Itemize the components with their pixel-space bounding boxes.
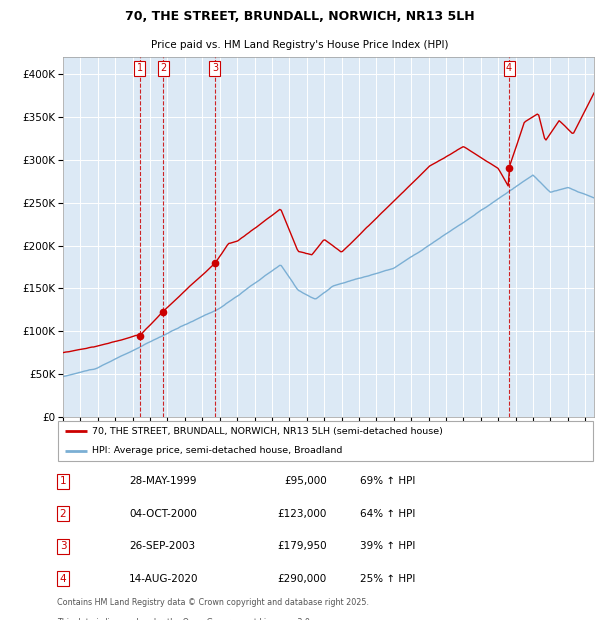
Text: 70, THE STREET, BRUNDALL, NORWICH, NR13 5LH (semi-detached house): 70, THE STREET, BRUNDALL, NORWICH, NR13 … <box>92 427 443 436</box>
Text: 26-SEP-2003: 26-SEP-2003 <box>129 541 195 551</box>
Text: 04-OCT-2000: 04-OCT-2000 <box>129 509 197 519</box>
Text: Price paid vs. HM Land Registry's House Price Index (HPI): Price paid vs. HM Land Registry's House … <box>151 40 449 50</box>
FancyBboxPatch shape <box>58 421 593 461</box>
Text: £123,000: £123,000 <box>278 509 327 519</box>
Text: Contains HM Land Registry data © Crown copyright and database right 2025.: Contains HM Land Registry data © Crown c… <box>57 598 369 607</box>
Text: 2: 2 <box>59 509 67 519</box>
Text: 2: 2 <box>160 63 166 73</box>
Text: 1: 1 <box>137 63 143 73</box>
Text: This data is licensed under the Open Government Licence v3.0.: This data is licensed under the Open Gov… <box>57 619 313 620</box>
Text: 4: 4 <box>506 63 512 73</box>
Text: 1: 1 <box>59 476 67 486</box>
Text: £179,950: £179,950 <box>277 541 327 551</box>
Text: 70, THE STREET, BRUNDALL, NORWICH, NR13 5LH: 70, THE STREET, BRUNDALL, NORWICH, NR13 … <box>125 10 475 23</box>
Text: 3: 3 <box>212 63 218 73</box>
Text: 69% ↑ HPI: 69% ↑ HPI <box>360 476 415 486</box>
Text: 25% ↑ HPI: 25% ↑ HPI <box>360 574 415 584</box>
Text: HPI: Average price, semi-detached house, Broadland: HPI: Average price, semi-detached house,… <box>92 446 342 455</box>
Text: 4: 4 <box>59 574 67 584</box>
Text: 3: 3 <box>59 541 67 551</box>
Text: 64% ↑ HPI: 64% ↑ HPI <box>360 509 415 519</box>
Text: 28-MAY-1999: 28-MAY-1999 <box>129 476 197 486</box>
Text: £290,000: £290,000 <box>278 574 327 584</box>
Text: 39% ↑ HPI: 39% ↑ HPI <box>360 541 415 551</box>
Text: £95,000: £95,000 <box>284 476 327 486</box>
Text: 14-AUG-2020: 14-AUG-2020 <box>129 574 199 584</box>
